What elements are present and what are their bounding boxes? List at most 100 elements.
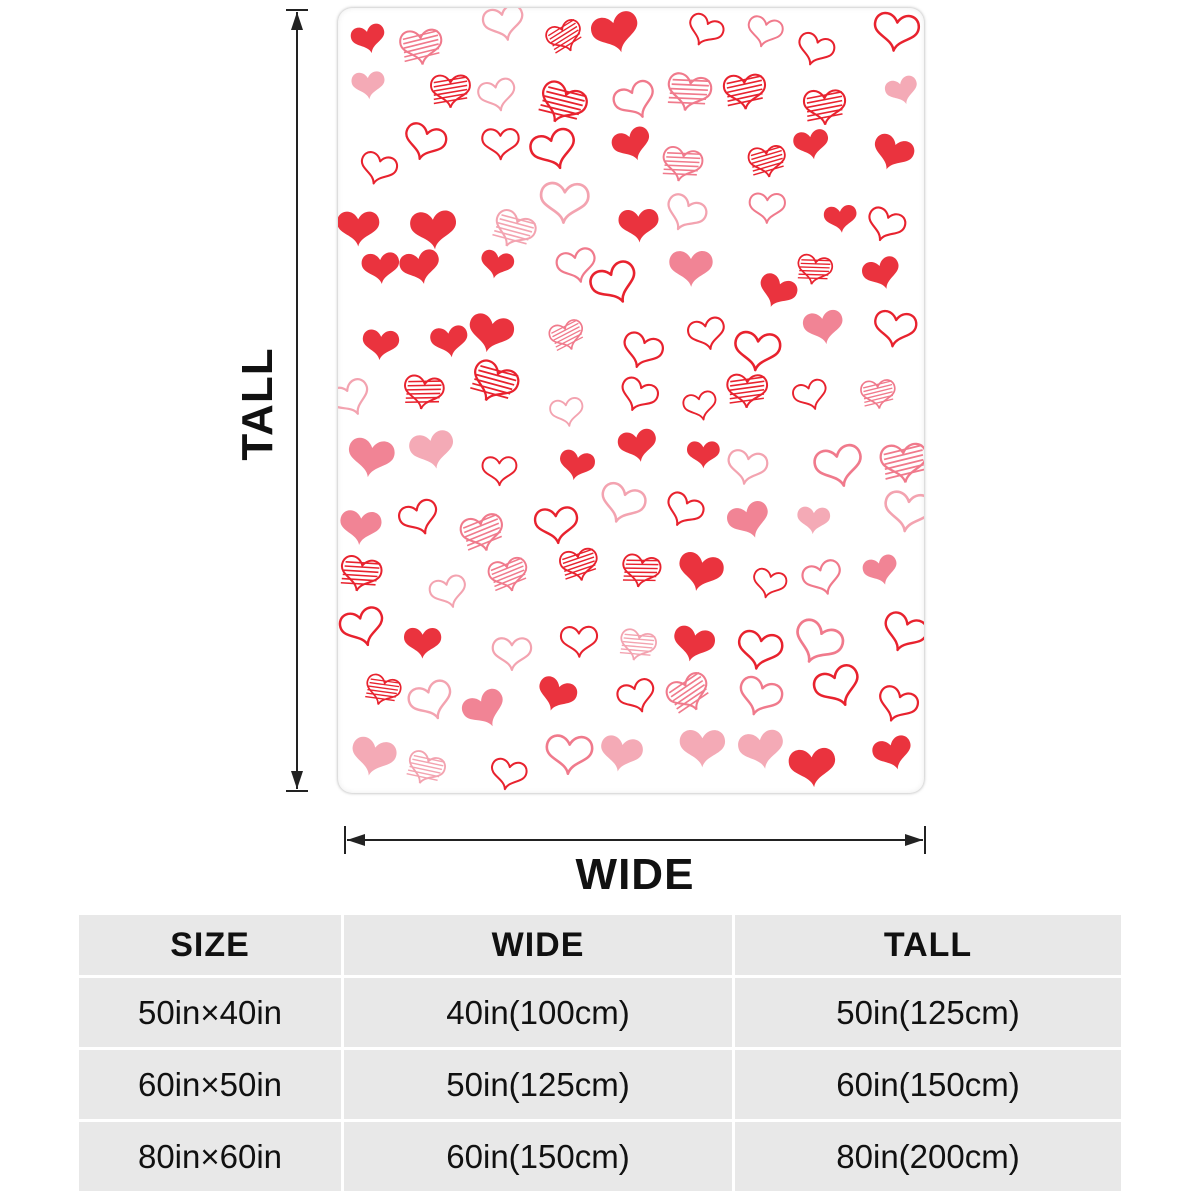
heart-icon [492,209,537,247]
heart-hatch-line [406,392,441,395]
heart-hatch-line [404,51,440,63]
heart-icon [538,80,588,123]
heart-icon [748,192,786,224]
heart-hatch-line [408,380,443,383]
heart-hatch-line [799,269,829,273]
table-row: 80in×60in 60in(150cm) 80in(200cm) [79,1122,1121,1191]
heart-hatch-line [672,679,704,702]
heart-hatch-line [404,47,440,58]
heart-icon [529,127,575,170]
heart-hatch-line [365,695,395,702]
heart-hatch-line [621,644,653,649]
heart-hatch-line [668,671,700,694]
heart-icon [338,378,369,415]
heart-hatch-line [626,559,660,562]
table-row: 50in×40in 40in(100cm) 50in(125cm) [79,978,1121,1047]
heart-hatch-line [466,531,502,547]
heart-hatch-line [883,449,923,461]
heart-icon [405,122,448,161]
heart-hatch-line [753,165,784,176]
heart-hatch-line [555,333,583,348]
heart-icon [621,376,660,411]
heart-icon [619,628,657,661]
heart-hatch-line [555,36,582,54]
heart-hatch-line [549,22,576,40]
heart-hatch-line [752,161,784,172]
heart-hatch-line [407,769,440,778]
heart-icon [823,205,857,233]
heart-hatch-line [663,168,698,172]
heart-hatch-line [807,108,843,118]
heart-hatch-line [624,571,657,574]
heart-hatch-line [403,38,439,49]
heart-hatch-line [495,577,527,592]
heart-hatch-line [806,99,843,109]
heart-icon [797,253,833,285]
table-cell: 80in×60in [79,1122,341,1191]
heart-hatch-line [864,398,894,407]
heart-hatch-line [550,25,578,44]
heart-icon [747,15,784,48]
heart-hatch-line [665,160,700,164]
heart-hatch-line [623,575,657,578]
heart-icon [548,319,584,352]
heart-hatch-line [467,535,503,551]
heart-hatch-line [494,229,529,241]
heart-icon [734,330,782,372]
heart-icon [612,79,654,118]
table-header-row: SIZE WIDE TALL [79,915,1121,975]
heart-hatch-line [670,675,702,698]
heart-hatch-line [492,565,524,580]
heart-hatch-line [564,564,596,576]
heart-hatch-line [552,322,579,338]
heart-icon [868,206,907,242]
wide-label: WIDE [575,850,695,899]
heart-icon [879,685,920,722]
heart-icon [399,249,439,284]
heart-hatch-line [730,376,765,383]
heart-hatch-line [625,563,659,566]
heart-icon [802,89,847,126]
heart-hatch-line [544,95,583,107]
heart-hatch-line [729,393,765,400]
heart-hatch-line [497,221,533,233]
heart-icon [430,74,471,109]
heart-hatch-line [565,568,597,580]
heart-hatch-line [807,113,843,122]
heart-hatch-line [863,380,892,389]
heart-icon [879,442,924,483]
heart-hatch-line [667,152,702,156]
heart-hatch-line [341,577,377,582]
heart-icon [738,629,784,670]
heart-hatch-line [480,365,519,378]
heart-hatch-line [666,156,701,160]
heart-icon [796,618,845,663]
heart-icon [682,390,717,421]
heart-hatch-line [464,522,500,538]
heart-hatch-line [368,685,398,691]
heart-icon [404,374,445,410]
heart-hatch-line [622,640,654,645]
heart-hatch-line [806,104,843,113]
heart-icon [481,249,515,279]
heart-hatch-line [662,172,697,176]
heart-hatch-line [343,569,379,574]
heart-hatch-line [547,18,575,37]
heart-hatch-line [470,386,509,399]
heart-icon [589,260,636,303]
heart-hatch-line [797,277,828,280]
heart-hatch-line [727,92,763,102]
heart-hatch-line [433,84,468,92]
heart-icon [798,31,836,66]
heart-icon [662,145,704,182]
heart-hatch-line [551,319,578,334]
heart-hatch-line [863,391,893,400]
heart-icon [674,625,715,662]
heart-hatch-line [405,396,440,399]
heart-icon [726,373,769,409]
heart-icon [361,252,400,285]
heart-hatch-line [884,458,924,471]
heart-icon [481,128,520,161]
heart-icon [477,77,516,112]
heart-hatch-line [491,561,523,576]
